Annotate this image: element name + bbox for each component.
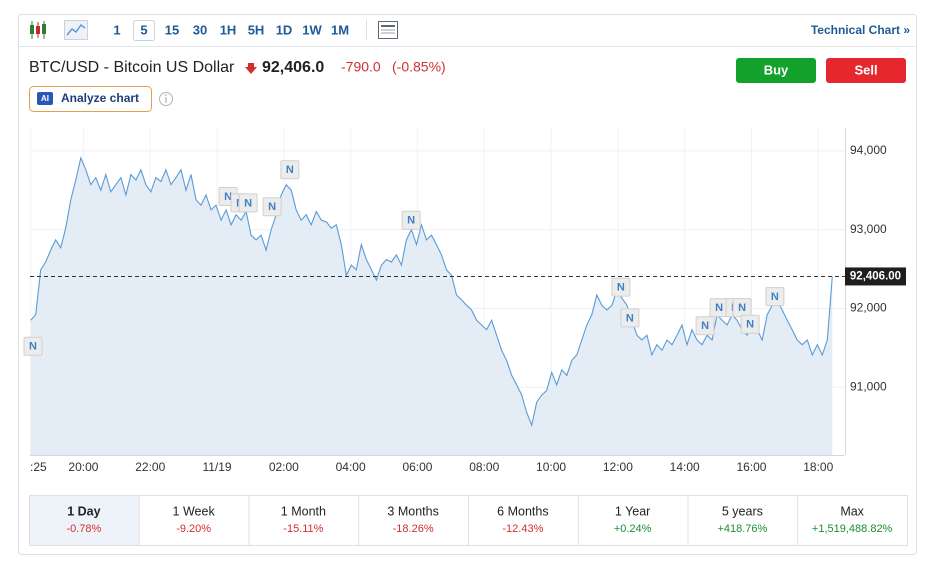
- x-tick-label: 04:00: [336, 460, 366, 474]
- period-name[interactable]: 1 Year: [615, 504, 650, 518]
- x-tick-label: 02:00: [269, 460, 299, 474]
- x-tick-label: 06:00: [402, 460, 432, 474]
- news-marker[interactable]: [262, 197, 282, 217]
- price-line: [30, 156, 833, 427]
- y-tick-label: 94,000: [850, 143, 887, 157]
- news-marker-label[interactable]: N: [738, 302, 746, 314]
- interval[interactable]: 1W: [302, 22, 322, 37]
- news-marker-label[interactable]: N: [29, 341, 37, 353]
- period-table: 1 Day -0.78% 1 Week -9.20% 1 Month -15.11% 3 M…: [29, 495, 908, 546]
- news-marker[interactable]: [740, 314, 760, 334]
- interval[interactable]: 1H: [220, 22, 237, 37]
- period-change[interactable]: +0.24%: [614, 523, 652, 535]
- news-marker[interactable]: [238, 193, 258, 213]
- period-name[interactable]: 1 Week: [173, 504, 216, 518]
- news-marker[interactable]: [765, 287, 785, 307]
- period-selected: [30, 496, 139, 545]
- y-tick-label: 92,000: [850, 301, 887, 315]
- interval[interactable]: 5: [140, 22, 147, 37]
- x-tick-label: 12:00: [603, 460, 633, 474]
- x-tick-label: :25: [30, 460, 47, 474]
- news-marker-label[interactable]: N: [224, 191, 232, 203]
- sell-button[interactable]: [826, 58, 906, 83]
- technical-chart-link[interactable]: Technical Chart »: [811, 23, 910, 37]
- x-tick-label: 14:00: [670, 460, 700, 474]
- instrument-title: BTC/USD - Bitcoin US Dollar: [29, 59, 235, 76]
- interval[interactable]: 30: [193, 22, 207, 37]
- news-marker[interactable]: [280, 160, 300, 180]
- news-marker-label[interactable]: N: [268, 201, 276, 213]
- price-change-pct: (-0.85%): [392, 59, 446, 75]
- period-name[interactable]: 6 Months: [497, 504, 548, 518]
- line-icon[interactable]: [64, 20, 88, 40]
- x-tick-label: 22:00: [135, 460, 165, 474]
- news-marker-label[interactable]: N: [407, 215, 415, 227]
- period-change[interactable]: -9.20%: [176, 523, 211, 535]
- y-tick-label: 93,000: [850, 222, 887, 236]
- period-name[interactable]: 1 Month: [281, 504, 326, 518]
- table-icon[interactable]: [378, 21, 398, 39]
- interval[interactable]: 5H: [248, 22, 265, 37]
- interval[interactable]: 15: [165, 22, 179, 37]
- price-chart: 91,000 92,000 93,000 94,000 :25 20:00 22:00 11/…: [23, 128, 906, 474]
- news-marker-label[interactable]: N: [746, 319, 754, 331]
- period-name[interactable]: 1 Day: [67, 504, 100, 518]
- analyze-button[interactable]: [29, 86, 152, 112]
- period-change[interactable]: -18.26%: [393, 523, 434, 535]
- last-price: 92,406.0: [262, 59, 324, 76]
- x-tick-label: 08:00: [469, 460, 499, 474]
- x-tick-label: 10:00: [536, 460, 566, 474]
- period-change[interactable]: -12.43%: [502, 523, 543, 535]
- news-marker-label[interactable]: N: [286, 164, 294, 176]
- current-price-box: [845, 267, 906, 286]
- down-arrow: [245, 63, 257, 74]
- period-change[interactable]: -0.78%: [66, 523, 101, 535]
- ai-badge-label: AI: [41, 94, 49, 103]
- candle-icon[interactable]: [30, 21, 46, 39]
- period-change[interactable]: +418.76%: [717, 523, 767, 535]
- x-tick-label: 20:00: [68, 460, 98, 474]
- interval[interactable]: 1: [113, 22, 120, 37]
- news-marker-label[interactable]: N: [771, 291, 779, 303]
- period-name[interactable]: Max: [840, 504, 864, 518]
- period-name[interactable]: 3 Months: [387, 504, 438, 518]
- price-change: -790.0: [341, 59, 381, 75]
- price-area: [30, 157, 833, 455]
- interval[interactable]: 1M: [331, 22, 349, 37]
- news-marker[interactable]: [611, 277, 631, 297]
- period-name[interactable]: 5 years: [722, 504, 763, 518]
- interval-selected: [133, 20, 155, 41]
- info-icon[interactable]: [159, 92, 173, 106]
- news-marker[interactable]: [401, 210, 421, 230]
- current-price-label: 92,406.00: [850, 270, 901, 282]
- x-tick-label: 18:00: [803, 460, 833, 474]
- interval[interactable]: 1D: [276, 22, 293, 37]
- period-change[interactable]: -15.11%: [283, 523, 323, 535]
- news-marker-label[interactable]: N: [701, 320, 709, 332]
- ai-badge: [37, 92, 53, 105]
- news-marker-label[interactable]: N: [715, 302, 723, 314]
- x-tick-label: 11/19: [202, 460, 231, 474]
- news-marker-label[interactable]: N: [617, 282, 625, 294]
- x-tick-label: 16:00: [736, 460, 766, 474]
- sell-label[interactable]: Sell: [854, 62, 877, 77]
- analyze-label[interactable]: Analyze chart: [61, 91, 139, 105]
- news-marker-label[interactable]: N: [244, 197, 252, 209]
- period-change[interactable]: +1,519,488.82%: [812, 523, 893, 535]
- y-tick-label: 91,000: [850, 379, 887, 393]
- news-marker[interactable]: [23, 336, 43, 356]
- news-marker-label[interactable]: N: [626, 312, 634, 324]
- news-marker[interactable]: [620, 308, 640, 328]
- buy-button[interactable]: [736, 58, 816, 83]
- buy-label[interactable]: Buy: [764, 62, 789, 77]
- news-marker[interactable]: [695, 316, 715, 336]
